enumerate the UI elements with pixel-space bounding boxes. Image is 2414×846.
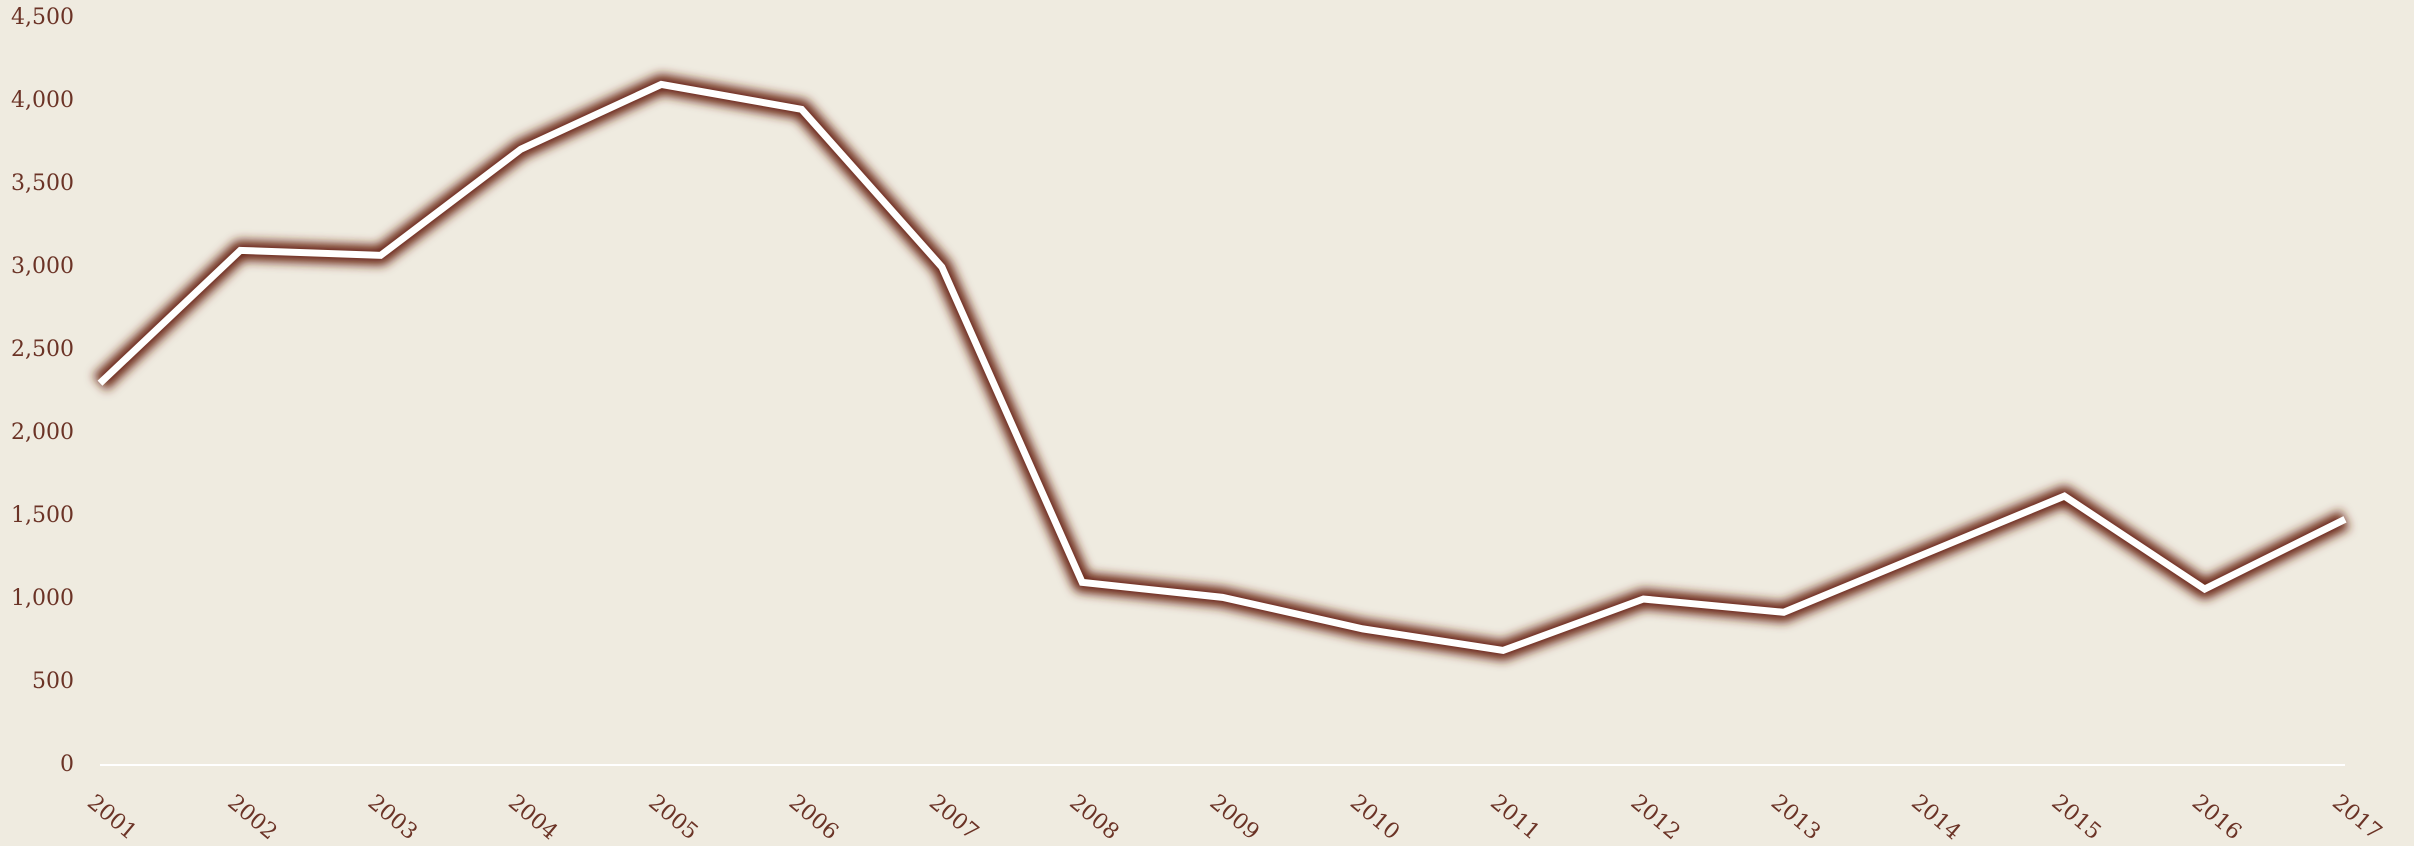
x-tick-label: 2010 <box>1345 790 1404 845</box>
line <box>97 80 2347 655</box>
line-glow <box>93 74 2350 661</box>
x-tick-label: 2008 <box>1064 790 1123 845</box>
y-tick-label: 3,000 <box>11 254 74 279</box>
x-tick-label: 2011 <box>1485 790 1544 845</box>
y-tick-label: 3,500 <box>11 171 74 196</box>
x-tick-label: 2002 <box>223 790 282 845</box>
y-tick-label: 1,000 <box>11 586 74 611</box>
y-tick-label: 4,500 <box>11 5 74 30</box>
x-tick-label: 2013 <box>1766 790 1825 845</box>
x-tick-label: 2005 <box>644 790 703 845</box>
y-tick-label: 0 <box>60 752 74 777</box>
y-tick-label: 500 <box>32 669 74 694</box>
x-tick-label: 2017 <box>2327 790 2386 845</box>
y-tick-label: 2,000 <box>11 420 74 445</box>
x-tick-label: 2004 <box>503 790 562 845</box>
x-tick-label: 2016 <box>2187 790 2246 845</box>
x-tick-label: 2003 <box>363 790 422 845</box>
y-tick-label: 4,000 <box>11 88 74 113</box>
y-tick-label: 1,500 <box>11 503 74 528</box>
x-tick-label: 2014 <box>1906 790 1965 845</box>
x-tick-label: 2001 <box>82 790 141 845</box>
x-tick-label: 2012 <box>1626 790 1685 845</box>
x-tick-label: 2015 <box>2047 790 2106 845</box>
x-tick-label: 2009 <box>1205 790 1264 845</box>
x-tick-label: 2006 <box>784 790 843 845</box>
x-tick-label: 2007 <box>924 790 983 845</box>
y-tick-label: 2,500 <box>11 337 74 362</box>
